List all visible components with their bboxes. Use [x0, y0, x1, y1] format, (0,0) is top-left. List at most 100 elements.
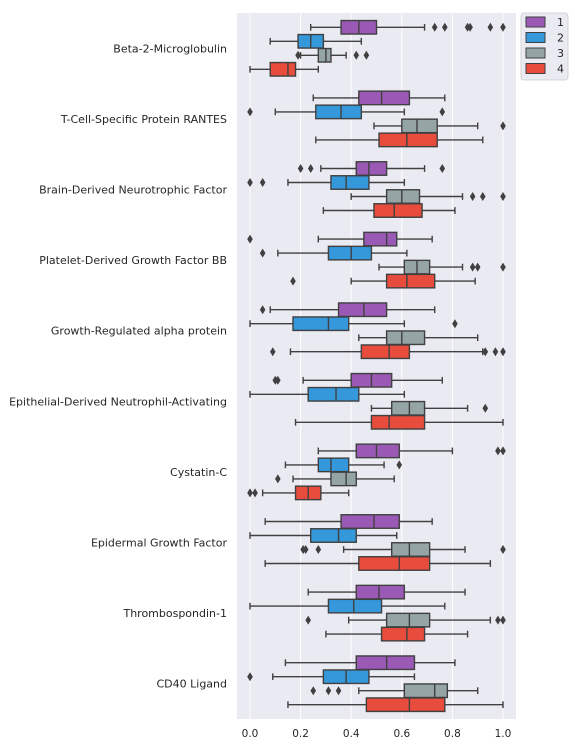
box-group	[247, 90, 506, 148]
box	[380, 626, 426, 642]
outlier-point	[482, 347, 489, 357]
x-tick-label: 0.4	[343, 728, 360, 740]
outlier-point	[442, 22, 448, 32]
legend-swatch	[525, 32, 546, 43]
box-group	[249, 514, 506, 571]
outlier-point	[335, 686, 342, 696]
box	[317, 457, 350, 473]
outlier-point	[500, 262, 506, 272]
category-label: Brain-Derived Neurotrophic Factor	[39, 184, 227, 197]
box	[340, 514, 400, 529]
legend-label: 3	[557, 47, 564, 60]
x-tick-label: 0.6	[393, 728, 410, 740]
category-label: Epithelial-Derived Neutrophil-Activating	[9, 395, 227, 408]
box-groups	[247, 19, 506, 713]
category-label: Beta-2-Microglobulin	[113, 42, 227, 55]
box	[307, 386, 360, 402]
outlier-point	[252, 488, 258, 498]
legend-label: 1	[557, 16, 564, 29]
category-label: T-Cell-Specific Protein RANTES	[60, 113, 227, 126]
box	[390, 542, 431, 557]
category-label: Growth-Regulated alpha protein	[51, 325, 227, 338]
outlier-point	[307, 164, 314, 173]
outlier-point	[495, 446, 501, 456]
box	[358, 90, 411, 106]
outlier-point	[500, 121, 506, 131]
outlier-point	[310, 686, 317, 696]
outlier-point	[302, 545, 309, 554]
box	[385, 612, 431, 628]
box	[385, 273, 436, 289]
outlier-point	[500, 615, 506, 625]
category-label: Platelet-Derived Growth Factor BB	[39, 254, 227, 267]
box	[330, 471, 357, 487]
box-group	[247, 161, 506, 218]
box	[355, 443, 400, 459]
outlier-point	[297, 164, 304, 173]
outlier-point	[247, 178, 253, 187]
box	[385, 189, 421, 204]
outlier-point	[315, 545, 322, 554]
category-label: CD40 Ligand	[156, 678, 227, 691]
outlier-point	[363, 50, 370, 60]
outlier-point	[290, 276, 296, 286]
x-tick-labels: 0.0 0.2 0.4 0.6 0.8 1.0	[242, 728, 512, 740]
box-group	[247, 655, 504, 713]
outlier-point	[325, 686, 332, 696]
legend-swatch	[525, 63, 546, 74]
box	[360, 344, 411, 360]
x-tick-label: 1.0	[495, 728, 512, 740]
box	[403, 683, 449, 699]
x-tick-label: 0.2	[292, 728, 309, 740]
box-group	[249, 302, 506, 360]
box	[355, 655, 416, 671]
box	[385, 330, 426, 346]
outlier-point	[275, 375, 281, 385]
outlier-point	[500, 347, 506, 357]
outlier-point	[469, 262, 476, 272]
box	[355, 161, 388, 176]
outlier-point	[259, 178, 266, 187]
legend-label: 2	[557, 32, 564, 45]
box	[363, 231, 398, 247]
outlier-point	[500, 545, 506, 554]
outlier-point	[467, 22, 473, 32]
outlier-point	[482, 403, 489, 413]
category-label: Cystatin-C	[170, 466, 227, 479]
outlier-point	[247, 234, 253, 244]
outlier-point	[305, 615, 311, 625]
legend: 1 2 3 4	[520, 12, 569, 81]
legend-swatch	[525, 16, 546, 28]
outlier-point	[247, 488, 253, 498]
outlier-point	[396, 460, 403, 470]
box	[378, 132, 438, 148]
outlier-point	[492, 347, 499, 357]
outlier-point	[439, 107, 446, 117]
box-group	[249, 372, 504, 430]
outlier-point	[495, 615, 501, 625]
outlier-point	[259, 248, 266, 258]
box	[292, 316, 350, 332]
box	[373, 203, 423, 218]
outlier-point	[439, 164, 446, 173]
outlier-point	[500, 22, 506, 32]
outlier-point	[247, 107, 253, 117]
box	[310, 528, 357, 543]
legend-swatch	[525, 47, 546, 59]
box	[355, 584, 406, 600]
box	[330, 175, 370, 190]
box	[390, 400, 426, 416]
outlier-point	[469, 192, 476, 201]
box	[337, 302, 388, 318]
box	[317, 47, 332, 63]
category-labels: Beta-2-Microglobulin T-Cell-Specific Prot…	[9, 42, 227, 690]
outlier-point	[259, 305, 266, 315]
box	[327, 598, 383, 614]
outlier-point	[500, 446, 506, 456]
outlier-point	[452, 319, 458, 329]
category-label: Thrombospondin-1	[122, 607, 227, 620]
outlier-point	[247, 672, 253, 682]
outlier-point	[275, 474, 281, 484]
box-group	[249, 584, 506, 642]
